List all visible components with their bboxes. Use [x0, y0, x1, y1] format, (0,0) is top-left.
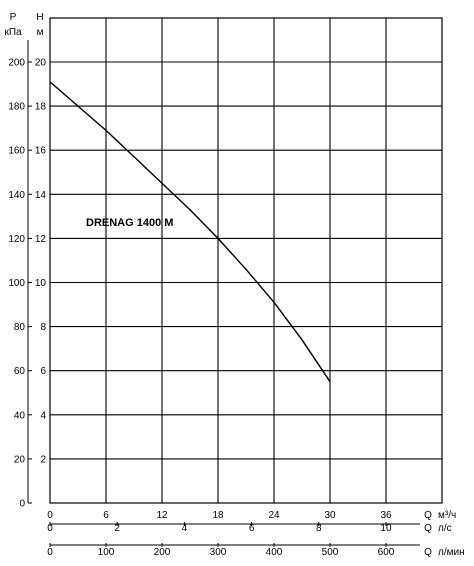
pressure-tick-label: 200: [8, 58, 25, 69]
head-tick-label: 4: [40, 410, 46, 421]
head-tick-label: 20: [35, 58, 47, 69]
q-tick-label: 2: [114, 523, 120, 534]
curve-layer: [49, 81, 331, 383]
q-tick-label: 12: [156, 510, 168, 521]
pressure-tick-label: 40: [14, 410, 26, 421]
model-annotation: DRENAG 1400 M: [86, 217, 173, 229]
q-axis-unit: л/с: [438, 523, 452, 534]
q-axis-symbol: Q: [424, 510, 432, 521]
head-tick-label: 6: [40, 366, 46, 377]
pressure-tick-label: 140: [8, 190, 25, 201]
q-axis-unit: л/мин: [438, 547, 465, 558]
pressure-tick-label: 160: [8, 146, 25, 157]
q-tick-label: 400: [266, 547, 283, 558]
q-axis-symbol: Q: [424, 523, 432, 534]
q-tick-label: 0: [47, 510, 53, 521]
head-tick-label: 2: [40, 454, 46, 465]
q-tick-label: 6: [249, 523, 255, 534]
pressure-tick-label: 60: [14, 366, 26, 377]
pressure-unit-symbol: P: [10, 12, 17, 23]
q-tick-label: 36: [380, 510, 392, 521]
q-tick-label: 24: [268, 510, 280, 521]
q-tick-label: 100: [98, 547, 115, 558]
pressure-unit-label: кПа: [4, 27, 22, 38]
head-tick-label: 12: [35, 234, 47, 245]
q-tick-label: 500: [322, 547, 339, 558]
head-tick-label: 18: [35, 102, 47, 113]
q-tick-label: 0: [47, 523, 53, 534]
q-tick-label: 10: [380, 523, 392, 534]
head-unit-symbol: H: [36, 12, 43, 23]
plot-frame: [49, 17, 443, 504]
pressure-tick-label: 80: [14, 322, 26, 333]
q-tick-label: 30: [324, 510, 336, 521]
pressure-tick-label: 180: [8, 102, 25, 113]
q-axis-symbol: Q: [424, 547, 432, 558]
head-unit-label: м: [37, 27, 44, 38]
q-tick-label: 6: [103, 510, 109, 521]
pressure-tick-label: 120: [8, 234, 25, 245]
grid: [49, 17, 443, 504]
q-tick-label: 8: [316, 523, 322, 534]
q-tick-label: 300: [210, 547, 227, 558]
head-tick-label: 8: [40, 322, 46, 333]
q-axis-unit: м³/ч: [438, 510, 456, 521]
head-tick-label: 16: [35, 146, 47, 157]
q-tick-label: 200: [154, 547, 171, 558]
q-tick-label: 600: [378, 547, 395, 558]
head-tick-label: 14: [35, 190, 47, 201]
head-tick-label: 10: [35, 278, 47, 289]
pump-curve-line: [49, 81, 331, 383]
q-tick-label: 0: [47, 547, 53, 558]
q-tick-label: 18: [212, 510, 224, 521]
pressure-tick-label: 100: [8, 278, 25, 289]
pressure-tick-label: 20: [14, 454, 26, 465]
q-tick-label: 4: [182, 523, 188, 534]
pressure-tick-label: 0: [19, 499, 25, 510]
